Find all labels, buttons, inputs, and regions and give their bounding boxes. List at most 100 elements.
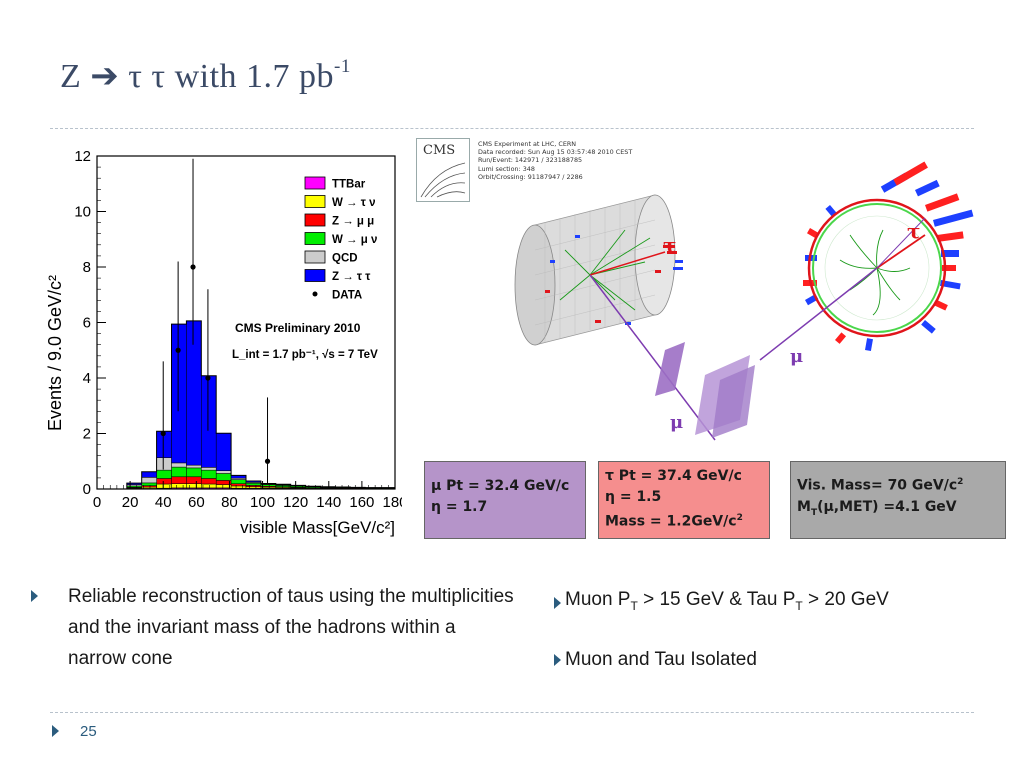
x-tick-label: 120	[283, 494, 308, 511]
y-axis-label: Events / 9.0 GeV/c²	[45, 275, 65, 431]
bar-2-8	[230, 483, 247, 487]
bar-4-4	[171, 462, 187, 468]
mt-rest: (μ,MET) =4.1 GeV	[817, 498, 957, 515]
bullet-pt-cuts: Muon PT > 15 GeV & Tau PT > 20 GeV	[565, 588, 889, 618]
bar-4-2	[141, 477, 157, 484]
legend-label: TTBar	[332, 179, 366, 191]
bullet-reconstruction: Reliable reconstruction of taus using th…	[68, 586, 514, 669]
slide-title-superscript: -1	[334, 55, 351, 77]
legend-label: Z → μ μ	[332, 216, 374, 228]
legend-swatch	[304, 250, 326, 264]
muon-info-box: μ Pt = 32.4 GeV/c η = 1.7	[424, 461, 586, 539]
y-tick-label: 4	[83, 370, 91, 387]
data-point	[160, 430, 166, 437]
bar-2-3	[156, 478, 172, 485]
bar-1-4	[171, 483, 187, 489]
calo-towers	[803, 161, 974, 352]
bar-5-7	[215, 432, 232, 471]
bullet-marker	[31, 590, 38, 602]
cms-info-line: Data recorded: Sun Aug 15 03:57:48 2010 …	[478, 148, 633, 157]
chart-annotation-luminosity: L_int = 1.7 pb⁻¹, √s = 7 TeV	[232, 348, 378, 361]
legend-label: W → τ ν	[332, 197, 375, 209]
bar-5-2	[141, 471, 157, 478]
cms-event-header: CMS CMS Experiment at LHC, CERN Data rec…	[416, 138, 716, 202]
y-tick-label: 10	[74, 204, 91, 221]
slide-number: 25	[80, 723, 97, 740]
x-tick-label: 180	[382, 494, 402, 511]
y-tick-label: 12	[74, 148, 91, 165]
cms-event-info: CMS Experiment at LHC, CERN Data recorde…	[478, 140, 632, 181]
bar-5-6	[201, 375, 217, 468]
cms-info-line: Lumi section: 348	[478, 164, 535, 173]
bar-5-4	[171, 323, 187, 464]
chart-svg: 0 20 40 60 80 100 120 140 160 180 0 2 4 6 8 10 12 Events…	[45, 148, 408, 537]
vis-mass-text: Vis. Mass= 70 GeV/c	[797, 477, 958, 494]
footer-marker	[52, 725, 59, 737]
x-tick-label: 40	[155, 494, 172, 511]
bars-layer	[111, 320, 396, 490]
x-tick-label: 0	[93, 494, 101, 511]
cms-info-line: Run/Event: 142971 / 323188785	[478, 156, 583, 165]
mass-histogram-chart: 0 20 40 60 80 100 120 140 160 180 0 2 4 6 8 10 12 Events…	[40, 143, 408, 543]
mt-m: M	[797, 498, 811, 515]
x-tick-label: 140	[316, 494, 341, 511]
bar-2-6	[201, 478, 217, 485]
tau-pt: τ Pt = 37.4 GeV/c	[605, 468, 742, 484]
footer-divider	[50, 712, 974, 713]
data-point	[264, 458, 271, 464]
bar-4-6	[201, 467, 217, 471]
legend-swatch	[304, 213, 326, 227]
bar-4-5	[186, 464, 202, 469]
tau-eta: η = 1.5	[605, 489, 662, 505]
legend-marker	[312, 291, 318, 297]
detector-rphi-view: τ μ	[759, 161, 974, 367]
x-tick-label: 20	[122, 494, 139, 511]
muon-pt: μ Pt = 32.4 GeV/c	[431, 478, 570, 494]
bar-1-8	[230, 485, 247, 489]
data-point	[175, 347, 181, 353]
event-display: τ μ	[505, 150, 985, 450]
detector-cylinder-3d: τ μ	[514, 194, 755, 441]
bar-2-7	[215, 480, 232, 485]
vis-mass: Vis. Mass= 70 GeV/c2	[797, 472, 999, 497]
mt-sub: T	[810, 507, 818, 518]
bullet-isolation: Muon and Tau Isolated	[565, 649, 757, 670]
slide-title-main: Z ➔ τ τ with 1.7 pb	[60, 58, 335, 95]
legend-swatch	[304, 232, 326, 245]
legend-swatch	[304, 269, 326, 282]
bullet-pt-sub: T	[795, 598, 803, 613]
tau-label-3d: τ	[663, 233, 676, 257]
bar-3-9	[245, 482, 262, 486]
bar-3-4	[171, 466, 187, 478]
chart-annotation-cms-preliminary: CMS Preliminary 2010	[235, 321, 361, 335]
legend-swatch	[304, 176, 326, 190]
stack-outline	[111, 320, 395, 490]
y-tick-label: 6	[83, 315, 91, 332]
bar-5-5	[186, 320, 202, 466]
bar-3-6	[201, 469, 217, 479]
mu-label-rphi: μ	[790, 346, 803, 367]
bar-2-4	[171, 476, 187, 484]
legend-label: QCD	[332, 253, 358, 265]
tau-label-rphi: τ	[907, 219, 920, 243]
bar-3-3	[156, 469, 172, 479]
bar-1-5	[186, 483, 202, 489]
ticks-layer: 0 20 40 60 80 100 120 140 160 180 0 2 4 6 8 10 12	[74, 148, 407, 511]
bullet-marker	[554, 654, 561, 666]
muon-eta: η = 1.7	[431, 499, 488, 515]
bullet-pt-sub: T	[630, 598, 638, 613]
vis-mass-sup: 2	[957, 477, 964, 487]
legend-label: Z → τ τ	[332, 271, 370, 283]
bar-4-3	[156, 457, 172, 471]
data-point	[205, 375, 211, 381]
bar-2-5	[186, 476, 202, 484]
cms-logo-text: CMS	[423, 143, 456, 158]
mu-label-3d: μ	[670, 412, 683, 433]
cms-info-line: CMS Experiment at LHC, CERN	[478, 140, 577, 148]
tau-info-box: τ Pt = 37.4 GeV/c η = 1.5 Mass = 1.2GeV/…	[598, 461, 770, 539]
tau-mass: Mass = 1.2GeV/c2	[605, 508, 763, 533]
legend-swatch	[304, 195, 326, 208]
chart-legend: TTBar W → τ ν Z → μ μ W → μ ν QCD Z → τ τ DATA	[304, 176, 377, 302]
cms-info-line: Orbit/Crossing: 91187947 / 2286	[478, 172, 583, 181]
event-display-svg: τ μ	[514, 161, 974, 441]
